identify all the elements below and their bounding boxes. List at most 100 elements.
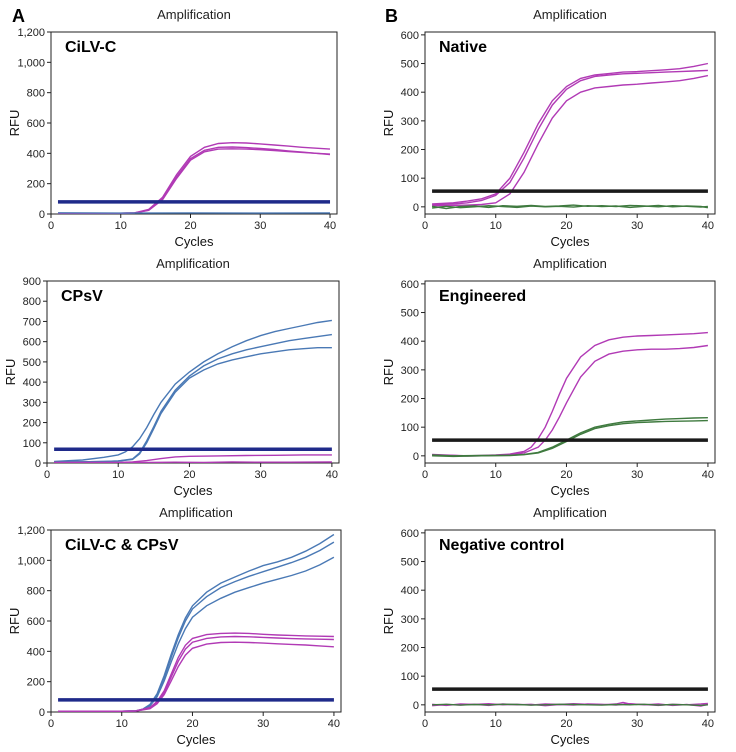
y-tick-label: 100 xyxy=(401,422,419,434)
y-tick-label: 400 xyxy=(23,377,41,389)
x-tick-label: 30 xyxy=(631,220,643,232)
x-tick-label: 40 xyxy=(328,718,340,730)
plot-area xyxy=(57,141,331,214)
x-tick-label: 40 xyxy=(702,469,714,481)
y-tick-label: 600 xyxy=(27,616,45,628)
y-axis-label: RFU xyxy=(381,110,396,137)
x-tick-label: 40 xyxy=(326,469,338,481)
panel-letter-b: B xyxy=(385,6,398,26)
y-tick-label: 1,200 xyxy=(17,525,45,537)
y-tick-label: 900 xyxy=(23,276,41,288)
series-line-1 xyxy=(432,331,708,457)
y-tick-label: 0 xyxy=(35,458,41,470)
y-tick-label: 200 xyxy=(401,643,419,655)
chart-title: Amplification xyxy=(533,256,607,271)
x-tick-label: 20 xyxy=(560,220,572,232)
series-line-4 xyxy=(432,419,708,458)
inner-label: CPsV xyxy=(61,288,103,305)
x-tick-label: 40 xyxy=(324,220,336,232)
x-axis-label: Cycles xyxy=(174,234,214,249)
y-tick-label: 800 xyxy=(27,88,45,100)
x-tick-label: 20 xyxy=(186,718,198,730)
x-tick-label: 10 xyxy=(490,220,502,232)
y-tick-label: 600 xyxy=(401,30,419,42)
x-tick-label: 10 xyxy=(112,469,124,481)
y-tick-label: 800 xyxy=(27,586,45,598)
x-tick-label: 10 xyxy=(115,220,127,232)
y-tick-label: 0 xyxy=(413,700,419,712)
series-line-3 xyxy=(432,417,708,457)
x-tick-label: 40 xyxy=(702,220,714,232)
chart-title: Amplification xyxy=(157,7,231,22)
x-tick-label: 20 xyxy=(560,718,572,730)
series-line-3 xyxy=(432,703,708,707)
y-tick-label: 600 xyxy=(23,337,41,349)
y-tick-label: 100 xyxy=(401,173,419,185)
y-tick-label: 800 xyxy=(23,296,41,308)
y-tick-label: 0 xyxy=(39,209,45,221)
inner-label: Native xyxy=(439,39,487,56)
x-tick-label: 30 xyxy=(631,718,643,730)
y-tick-label: 500 xyxy=(23,357,41,369)
x-axis-label: Cycles xyxy=(173,483,213,498)
y-tick-label: 100 xyxy=(401,671,419,683)
y-tick-label: 300 xyxy=(401,116,419,128)
chart-B3: Amplification 0 100 200 300 400 500 600 0 10 20 30 4… xyxy=(381,505,716,747)
y-axis-label: RFU xyxy=(3,359,18,386)
y-tick-label: 200 xyxy=(27,677,45,689)
y-tick-label: 400 xyxy=(27,148,45,160)
chart-B1: Amplification 0 100 200 300 400 500 600 0 10 20 30 4… xyxy=(381,7,716,249)
y-tick-label: 500 xyxy=(401,557,419,569)
x-axis-label: Cycles xyxy=(550,732,590,747)
chart-title: Amplification xyxy=(159,505,233,520)
x-tick-label: 0 xyxy=(48,718,54,730)
series-line-1 xyxy=(58,533,335,712)
y-tick-label: 500 xyxy=(401,308,419,320)
y-tick-label: 300 xyxy=(23,397,41,409)
y-axis-label: RFU xyxy=(7,608,22,635)
x-tick-label: 0 xyxy=(48,220,54,232)
y-tick-label: 0 xyxy=(413,202,419,214)
plot-area xyxy=(432,687,709,707)
y-tick-label: 400 xyxy=(27,646,45,658)
inner-label: CiLV-C xyxy=(65,39,117,56)
series-line-6 xyxy=(58,641,334,712)
y-tick-label: 700 xyxy=(23,316,41,328)
x-tick-label: 10 xyxy=(490,469,502,481)
series-line-2 xyxy=(54,333,332,463)
x-tick-label: 30 xyxy=(631,469,643,481)
y-tick-label: 0 xyxy=(39,707,45,719)
plot-area xyxy=(58,533,335,712)
x-tick-label: 30 xyxy=(255,469,267,481)
y-tick-label: 400 xyxy=(401,336,419,348)
chart-B2: Amplification 0 100 200 300 400 500 600 0 10 20 30 4… xyxy=(381,256,716,498)
x-tick-label: 40 xyxy=(702,718,714,730)
inner-label: Negative control xyxy=(439,537,564,554)
series-line-2 xyxy=(432,69,708,206)
y-tick-label: 1,200 xyxy=(17,27,45,39)
y-tick-label: 200 xyxy=(23,418,41,430)
y-axis-label: RFU xyxy=(381,359,396,386)
series-line-3 xyxy=(58,556,335,712)
plot-frame xyxy=(424,280,716,464)
series-line-5 xyxy=(54,461,332,463)
series-line-1 xyxy=(432,62,709,205)
chart-title: Amplification xyxy=(156,256,230,271)
series-line-3 xyxy=(432,74,709,207)
x-tick-label: 30 xyxy=(257,718,269,730)
x-tick-label: 20 xyxy=(183,469,195,481)
y-tick-label: 1,000 xyxy=(17,555,45,567)
chart-A2: Amplification010020030040050060070080090… xyxy=(3,256,340,498)
chart-A1: Amplification 0 200 400 600 800 1,000 1,200 0 10 2… xyxy=(7,7,338,249)
chart-A3: Amplification 0 200 400 600 800 1,000 1,200 0 10 2… xyxy=(7,505,342,747)
x-tick-label: 0 xyxy=(44,469,50,481)
inner-label: CiLV-C & CPsV xyxy=(65,537,179,554)
chart-title: Amplification xyxy=(533,505,607,520)
y-tick-label: 1,000 xyxy=(17,57,45,69)
y-tick-label: 600 xyxy=(401,528,419,540)
plot-frame xyxy=(424,31,716,215)
x-tick-label: 10 xyxy=(116,718,128,730)
y-tick-label: 200 xyxy=(401,145,419,157)
x-axis-label: Cycles xyxy=(550,234,590,249)
